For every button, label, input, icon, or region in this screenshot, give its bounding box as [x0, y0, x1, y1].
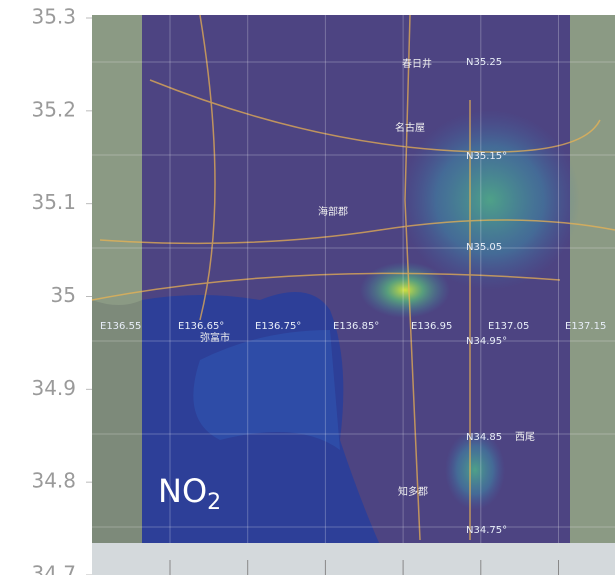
longitude-label: E136.75°	[255, 321, 301, 332]
map-figure: NO2 35.3 35.2 35.1 35 34.9 34.8 34.7 E136.55 E13…	[0, 0, 615, 575]
latitude-label: N34.75°	[466, 525, 507, 536]
longitude-label: E136.55	[100, 321, 141, 332]
place-label: 春日井	[402, 57, 432, 70]
longitude-label: E136.85°	[333, 321, 379, 332]
latitude-label: N34.95°	[466, 336, 507, 347]
y-tick-label: 34.8	[31, 469, 76, 493]
longitude-label: E136.65°	[178, 321, 224, 332]
species-name: NO	[158, 472, 207, 510]
y-tick-label: 35.2	[31, 97, 76, 121]
species-subscript: 2	[207, 490, 221, 515]
no2-plume	[400, 110, 580, 290]
y-tick-label: 34.9	[31, 376, 76, 400]
place-label: 西尾	[515, 431, 535, 443]
land-west	[92, 300, 142, 545]
page: NO2 35.3 35.2 35.1 35 34.9 34.8 34.7 E136.55 E13…	[0, 0, 615, 575]
longitude-label: E136.95	[411, 321, 452, 332]
longitude-label: E137.15	[565, 321, 606, 332]
y-tick-label: 35.1	[31, 190, 76, 214]
latitude-label: N34.85	[466, 432, 502, 443]
y-tick-label: 35	[51, 283, 76, 307]
y-tick-label: 34.7	[31, 562, 76, 575]
latitude-label: N35.25	[466, 57, 502, 68]
latitude-label: N35.05	[466, 242, 502, 253]
place-label: 弥富市	[200, 331, 230, 344]
y-tick-label: 35.3	[31, 5, 76, 29]
place-label: 海部郡	[318, 205, 348, 218]
place-label: 名古屋	[395, 121, 425, 134]
longitude-label: E137.05	[488, 321, 529, 332]
latitude-label: N35.15°	[466, 151, 507, 162]
place-label: 知多郡	[398, 485, 428, 498]
